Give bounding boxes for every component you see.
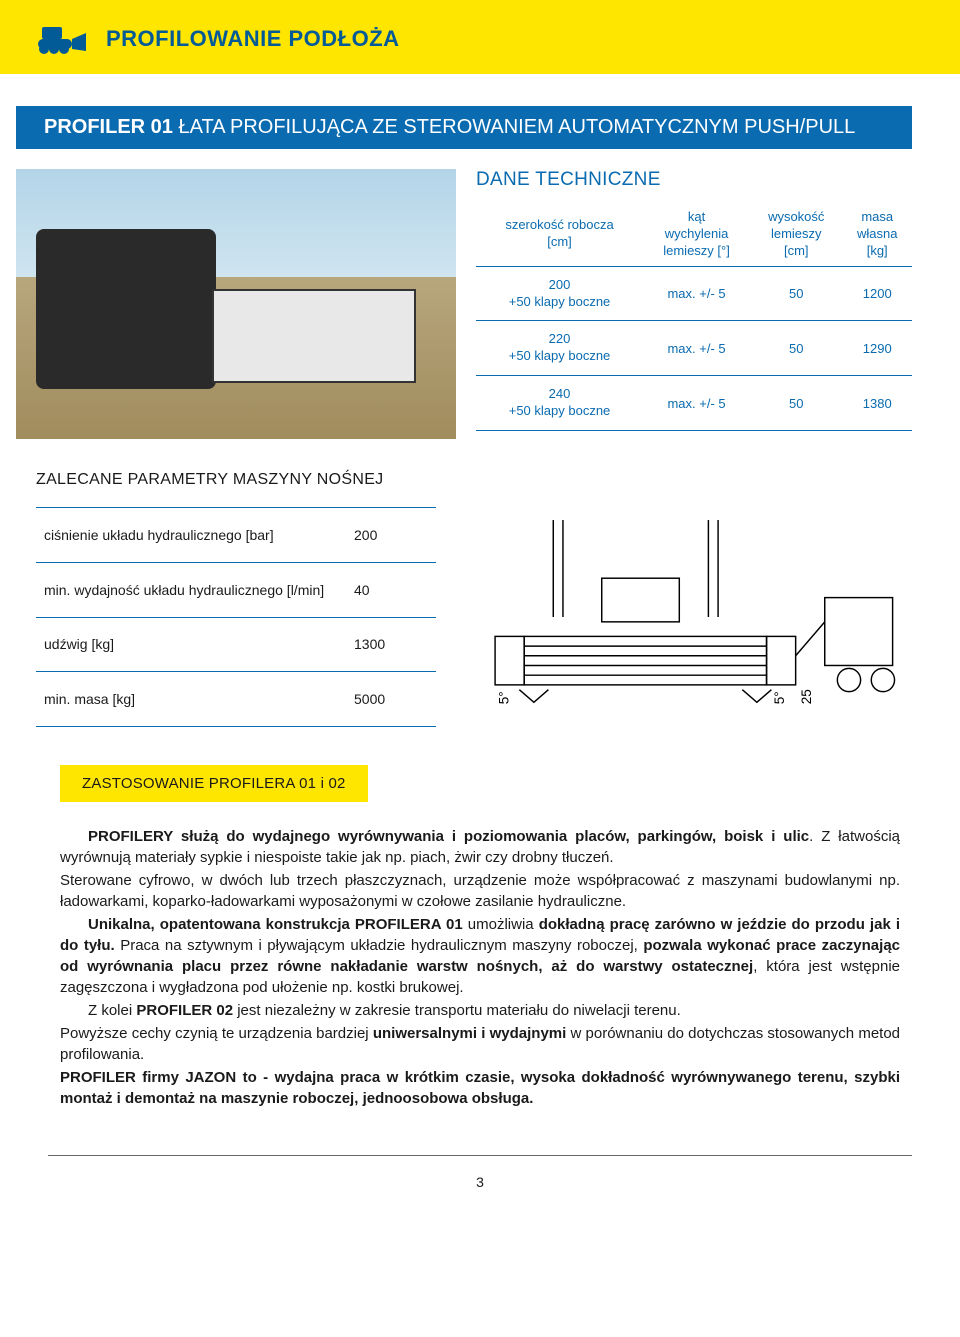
spec-cell: max. +/- 5	[643, 376, 750, 431]
spec-col-0: szerokość robocza[cm]	[476, 203, 643, 266]
params-section: ZALECANE PARAMETRY MASZYNY NOŚNEJ ciśnie…	[0, 447, 960, 727]
spec-cell: 50	[750, 321, 842, 376]
angle-right-label: 5°	[772, 691, 787, 704]
body-text: PROFILERY służą do wydajnego wyrównywani…	[0, 826, 960, 1131]
height-label: 25	[799, 689, 814, 704]
spec-table: szerokość robocza[cm] kątwychylenialemie…	[476, 203, 912, 431]
spec-cell: 50	[750, 266, 842, 321]
spec-col-1: kątwychylenialemieszy [°]	[643, 203, 750, 266]
params-label: ciśnienie układu hydraulicznego [bar]	[36, 508, 346, 563]
spec-cell: 1380	[842, 376, 912, 431]
spec-row: 220+50 klapy boczne max. +/- 5 50 1290	[476, 321, 912, 376]
body-span: Praca na sztywnym i pływającym układzie …	[115, 937, 644, 954]
technical-diagram: 5° 5° 25	[466, 507, 912, 727]
bulldozer-icon	[28, 19, 88, 59]
body-span: umożliwia	[463, 916, 539, 933]
spec-cell: max. +/- 5	[643, 266, 750, 321]
tech-section: DANE TECHNICZNE szerokość robocza[cm] ką…	[0, 149, 960, 447]
body-span: Z kolei	[88, 1002, 136, 1019]
params-heading: ZALECANE PARAMETRY MASZYNY NOŚNEJ	[36, 471, 912, 489]
product-photo	[16, 169, 456, 439]
product-name: PROFILER 01	[44, 116, 173, 138]
spec-col-2: wysokośćlemieszy[cm]	[750, 203, 842, 266]
spec-cell: 1290	[842, 321, 912, 376]
tech-heading: DANE TECHNICZNE	[476, 169, 912, 191]
params-value: 5000	[346, 672, 436, 727]
params-value: 1300	[346, 617, 436, 672]
application-heading: ZASTOSOWANIE PROFILERA 01 i 02	[60, 765, 368, 802]
tech-right: DANE TECHNICZNE szerokość robocza[cm] ką…	[476, 169, 912, 439]
spec-cell: 1200	[842, 266, 912, 321]
body-span: jest niezależny w zakresie transportu ma…	[233, 1002, 681, 1019]
body-bold: Unikalna, opatentowana konstrukcja PROFI…	[88, 916, 463, 933]
spec-cell: 200+50 klapy boczne	[476, 266, 643, 321]
page-number: 3	[48, 1155, 912, 1202]
spec-cell: 240+50 klapy boczne	[476, 376, 643, 431]
product-subtitle: ŁATA PROFILUJĄCA ZE STEROWANIEM AUTOMATY…	[173, 116, 855, 138]
params-row: min. masa [kg] 5000	[36, 672, 436, 727]
params-label: min. masa [kg]	[36, 672, 346, 727]
angle-left-label: 5°	[497, 691, 512, 704]
body-p: Sterowane cyfrowo, w dwóch lub trzech pł…	[60, 870, 900, 912]
params-row: udźwig [kg] 1300	[36, 617, 436, 672]
top-banner: PROFILOWANIE PODŁOŻA	[0, 0, 960, 74]
spec-row: 240+50 klapy boczne max. +/- 5 50 1380	[476, 376, 912, 431]
spec-cell: 50	[750, 376, 842, 431]
params-value: 200	[346, 508, 436, 563]
product-banner: PROFILER 01 ŁATA PROFILUJĄCA ZE STEROWAN…	[16, 106, 912, 149]
params-table: ciśnienie układu hydraulicznego [bar] 20…	[36, 507, 436, 727]
spec-cell: max. +/- 5	[643, 321, 750, 376]
params-row: ciśnienie układu hydraulicznego [bar] 20…	[36, 508, 436, 563]
page-title: PROFILOWANIE PODŁOŻA	[106, 26, 400, 52]
spec-col-3: masawłasna[kg]	[842, 203, 912, 266]
body-bold: PROFILER firmy JAZON to - wydajna praca …	[60, 1069, 900, 1107]
params-row: min. wydajność układu hydraulicznego [l/…	[36, 562, 436, 617]
body-bold: PROFILERY służą do wydajnego wyrównywani…	[88, 828, 809, 845]
body-span: Powyższe cechy czynią te urządzenia bard…	[60, 1025, 373, 1042]
body-bold: PROFILER 02	[136, 1002, 233, 1019]
params-label: udźwig [kg]	[36, 617, 346, 672]
spec-row: 200+50 klapy boczne max. +/- 5 50 1200	[476, 266, 912, 321]
params-value: 40	[346, 562, 436, 617]
body-bold: uniwersalnymi i wydajnymi	[373, 1025, 566, 1042]
params-label: min. wydajność układu hydraulicznego [l/…	[36, 562, 346, 617]
spec-cell: 220+50 klapy boczne	[476, 321, 643, 376]
